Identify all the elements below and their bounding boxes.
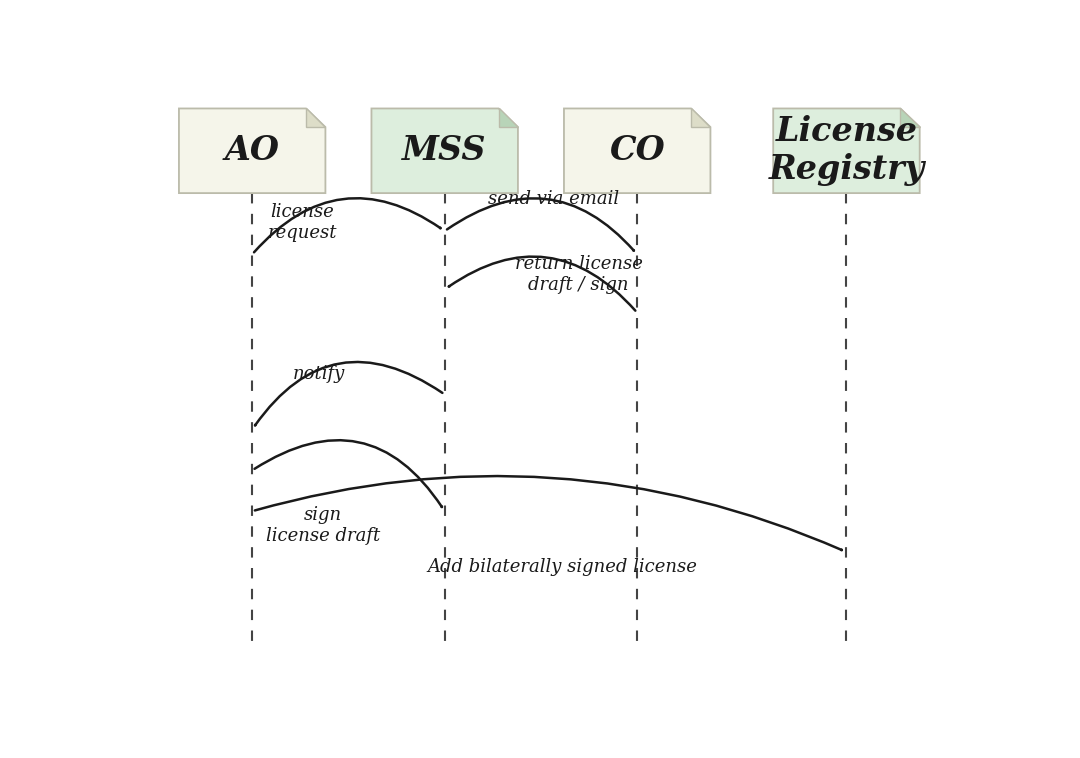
Text: notify: notify <box>293 365 346 383</box>
Text: CO: CO <box>609 134 665 168</box>
Text: license
request: license request <box>268 203 337 242</box>
Text: Add bilaterally signed license: Add bilaterally signed license <box>427 558 697 575</box>
FancyArrowPatch shape <box>255 440 442 507</box>
Text: sign
license draft: sign license draft <box>266 506 380 545</box>
Polygon shape <box>179 108 325 193</box>
FancyArrowPatch shape <box>254 198 441 252</box>
Text: send via email: send via email <box>488 190 619 208</box>
FancyArrowPatch shape <box>255 362 443 425</box>
Text: AO: AO <box>225 134 280 168</box>
Text: MSS: MSS <box>403 134 487 168</box>
Polygon shape <box>691 108 711 127</box>
FancyArrowPatch shape <box>255 476 841 550</box>
Polygon shape <box>564 108 711 193</box>
Text: License
Registry: License Registry <box>768 115 924 186</box>
Polygon shape <box>372 108 518 193</box>
FancyArrowPatch shape <box>449 256 635 311</box>
Polygon shape <box>306 108 325 127</box>
Polygon shape <box>901 108 920 127</box>
FancyArrowPatch shape <box>447 199 634 251</box>
Polygon shape <box>773 108 920 193</box>
Polygon shape <box>499 108 518 127</box>
Text: return license
draft / sign: return license draft / sign <box>515 255 643 294</box>
